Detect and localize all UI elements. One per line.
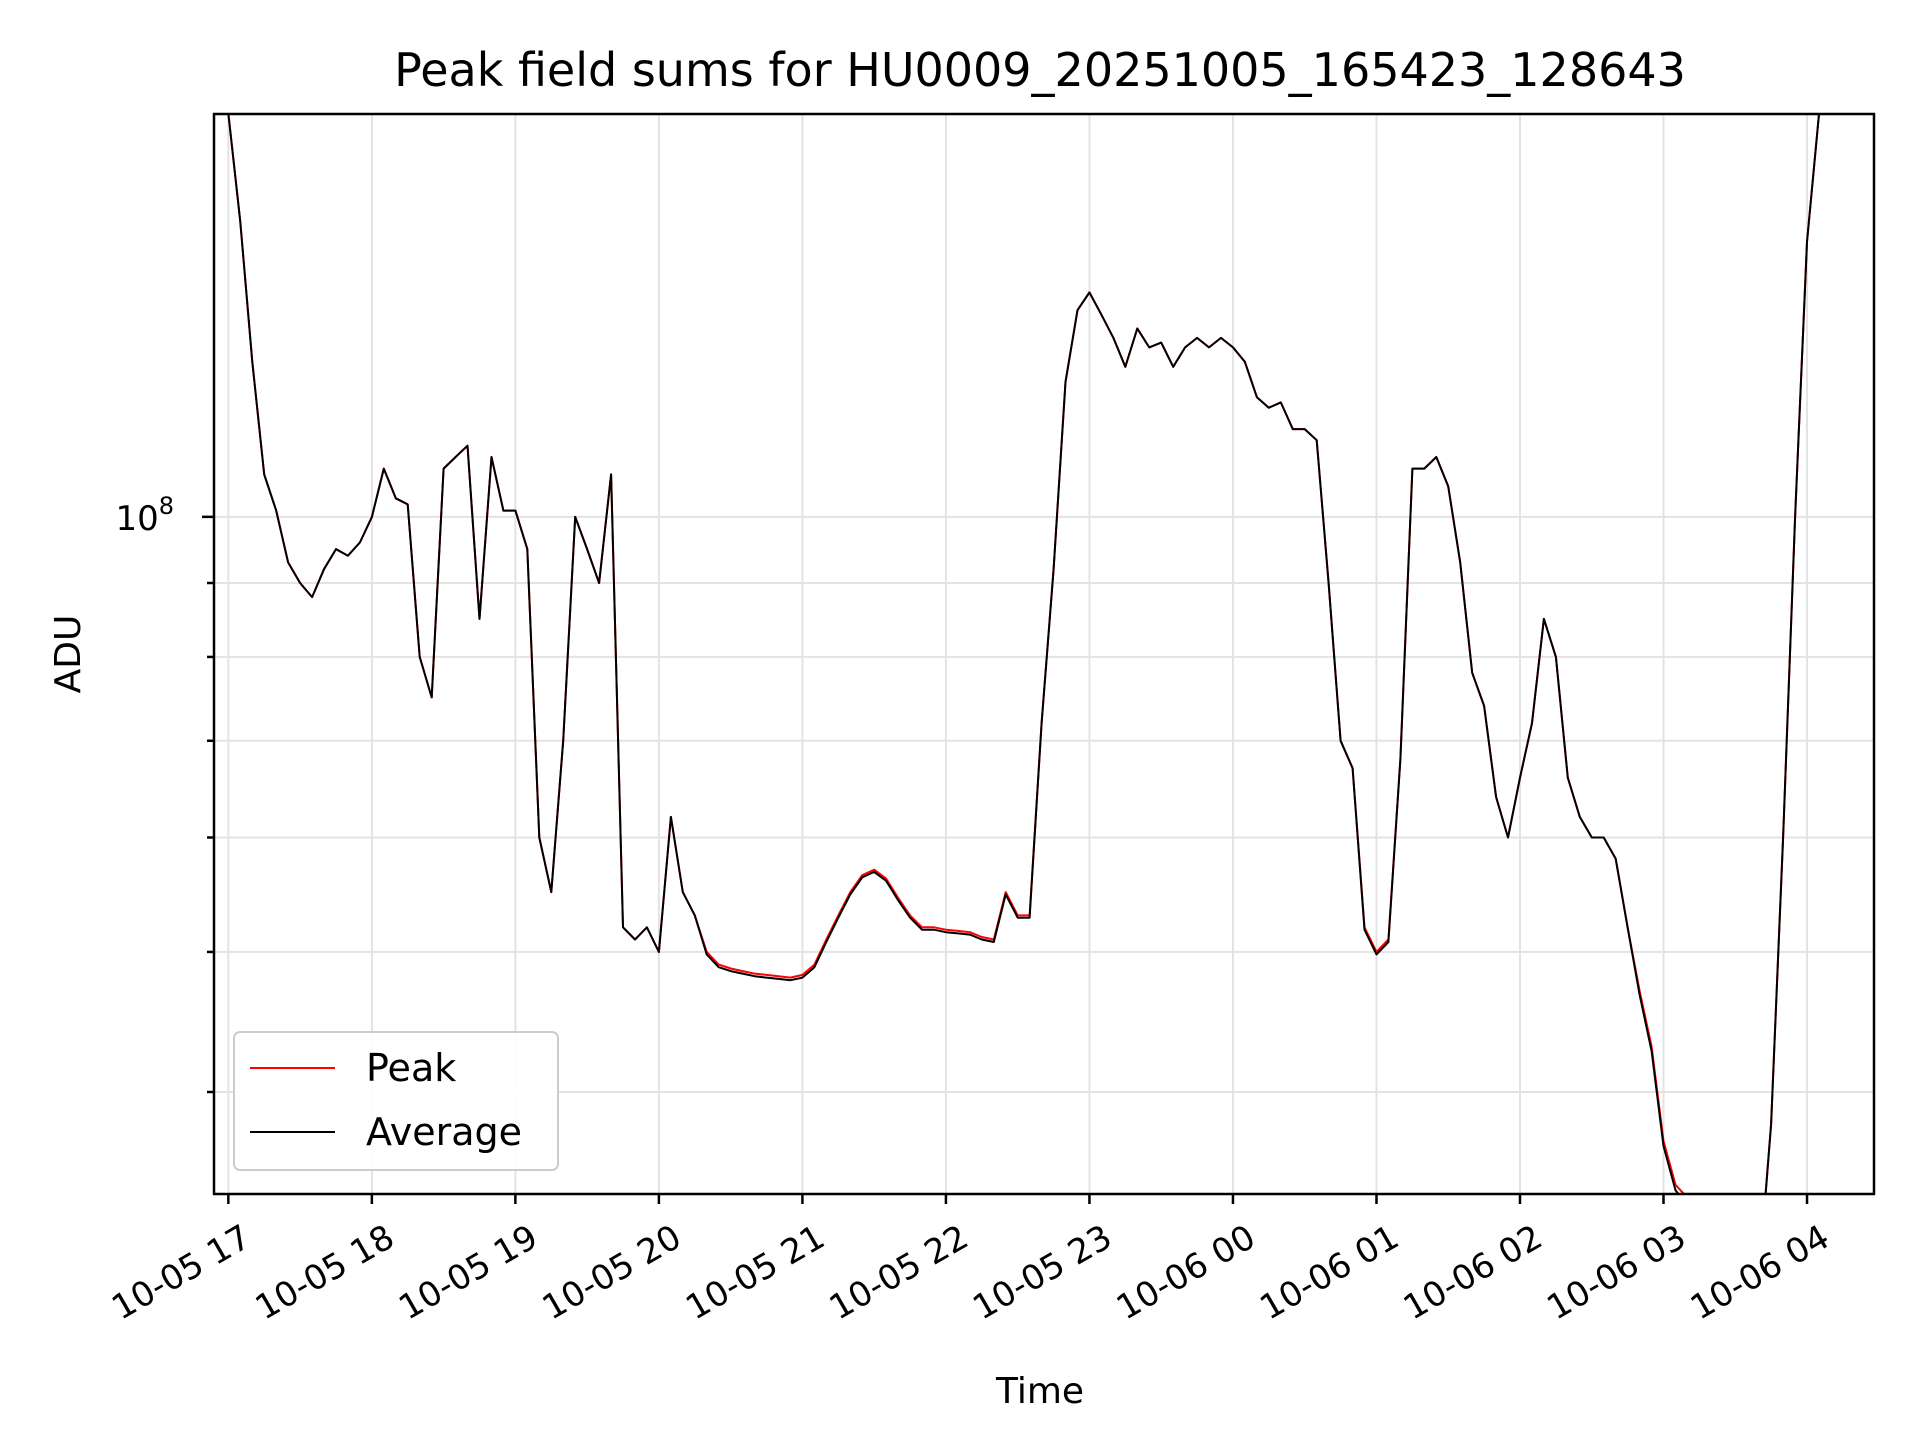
x-tick-label: 10-05 23 bbox=[966, 1217, 1118, 1328]
legend-label-average: Average bbox=[366, 1110, 522, 1154]
y-tick-label-major: 108 bbox=[115, 492, 174, 539]
y-axis-label: ADU bbox=[48, 615, 89, 694]
x-tick-label: 10-06 00 bbox=[1110, 1217, 1262, 1328]
x-axis-label: Time bbox=[995, 1371, 1084, 1412]
series-line-average bbox=[227, 114, 1820, 1194]
y-tick-base: 10 bbox=[115, 499, 158, 539]
x-tick-label: 10-05 21 bbox=[679, 1217, 831, 1328]
legend: Peak Average bbox=[233, 1031, 559, 1171]
x-tick-label: 10-05 19 bbox=[392, 1217, 544, 1328]
x-tick-label: 10-05 20 bbox=[536, 1217, 688, 1328]
legend-label-peak: Peak bbox=[366, 1046, 456, 1090]
x-tick-label: 10-06 02 bbox=[1397, 1217, 1549, 1328]
legend-box bbox=[233, 1031, 559, 1171]
x-tick-label: 10-06 01 bbox=[1253, 1217, 1405, 1328]
series-lines bbox=[227, 114, 1820, 1194]
x-tick-label: 10-06 03 bbox=[1540, 1217, 1692, 1328]
x-tick-label: 10-06 04 bbox=[1684, 1217, 1836, 1328]
chart-title: Peak field sums for HU0009_20251005_1654… bbox=[394, 43, 1686, 97]
y-tick-exponent: 8 bbox=[159, 492, 174, 520]
x-tick-label: 10-05 17 bbox=[105, 1217, 257, 1328]
plot-frame bbox=[212, 112, 1876, 1196]
x-tick-label: 10-05 22 bbox=[823, 1217, 975, 1328]
grid bbox=[214, 114, 1874, 1194]
x-tick-label: 10-05 18 bbox=[249, 1217, 401, 1328]
y-axis-ticks bbox=[202, 515, 214, 1094]
